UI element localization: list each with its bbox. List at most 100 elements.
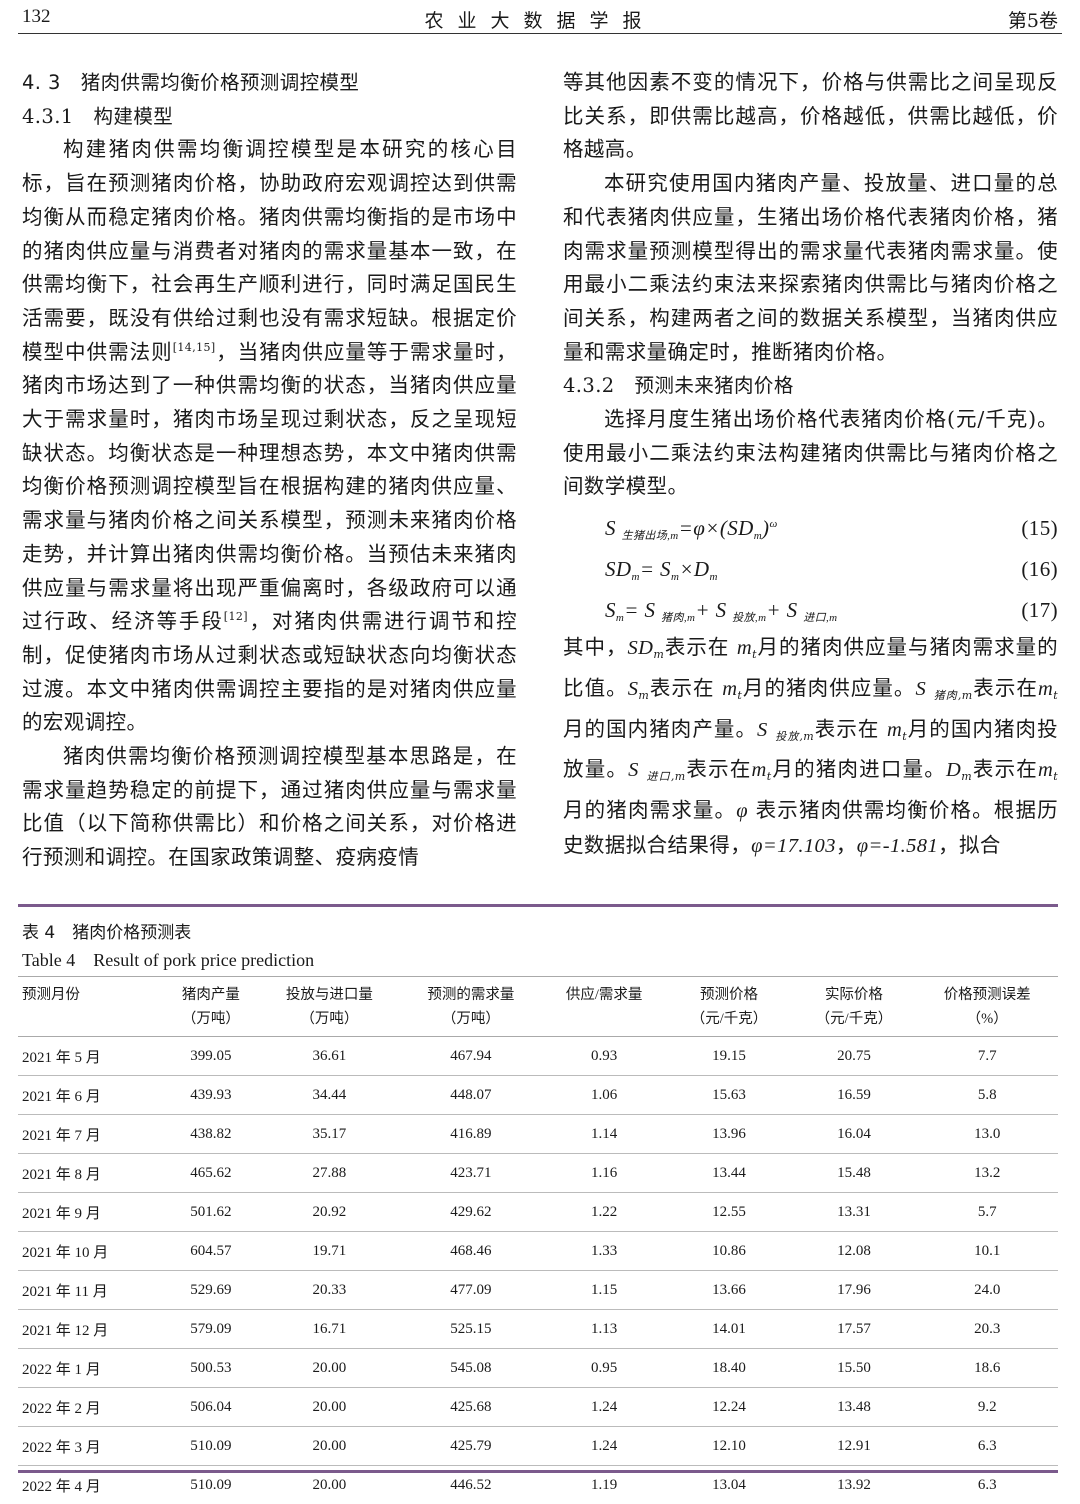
table-cell: 15.48: [791, 1154, 916, 1193]
table-cell: 20.00: [259, 1349, 401, 1388]
table-cell: 0.95: [542, 1349, 667, 1388]
table-cell: 17.96: [791, 1271, 916, 1310]
table-cell: 1.06: [542, 1076, 667, 1115]
table-cell: 13.31: [791, 1193, 916, 1232]
table-cell: 13.96: [667, 1115, 792, 1154]
table-cell: 465.62: [163, 1154, 258, 1193]
table-cell: 468.46: [400, 1232, 542, 1271]
table-cell: 2021 年 9 月: [18, 1193, 163, 1232]
paragraph: 其中，SDm表示在 mt月的猪肉供应量与猪肉需求量的比值。Sm表示在 mt月的猪…: [563, 631, 1058, 863]
section-heading-4-3: 4. 3 猪肉供需均衡价格预测调控模型: [22, 66, 517, 100]
table-cell: 18.40: [667, 1349, 792, 1388]
table-caption-cn: 表 4 猪肉价格预测表: [22, 918, 191, 943]
volume: 第5卷: [1008, 6, 1058, 33]
column-header: 预测月份: [18, 977, 163, 1037]
table-cell: 15.63: [667, 1076, 792, 1115]
table-cell: 1.33: [542, 1232, 667, 1271]
table-cell: 14.01: [667, 1310, 792, 1349]
table-cell: 16.71: [259, 1310, 401, 1349]
table-cell: 20.92: [259, 1193, 401, 1232]
table-cell: 15.50: [791, 1349, 916, 1388]
paragraph: 等其他因素不变的情况下，价格与供需比之间呈现反比关系，即供需比越高，价格越低，供…: [563, 66, 1058, 167]
table-cell: 12.55: [667, 1193, 792, 1232]
table-cell: 35.17: [259, 1115, 401, 1154]
equation-15: S 生猪出场,m=φ×(SDm)ω (15): [563, 508, 1058, 549]
table-cell: 1.15: [542, 1271, 667, 1310]
table-top-rule: [18, 904, 1058, 907]
table-cell: 13.0: [916, 1115, 1058, 1154]
paragraph: 本研究使用国内猪肉产量、投放量、进口量的总和代表猪肉供应量，生猪出场价格代表猪肉…: [563, 167, 1058, 369]
table-cell: 13.48: [791, 1388, 916, 1427]
table-cell: 439.93: [163, 1076, 258, 1115]
table-cell: 19.71: [259, 1232, 401, 1271]
table-cell: 16.04: [791, 1115, 916, 1154]
table-cell: 2021 年 11 月: [18, 1271, 163, 1310]
paragraph: 构建猪肉供需均衡调控模型是本研究的核心目标，旨在预测猪肉价格，协助政府宏观调控达…: [22, 133, 517, 740]
column-header: 实际价格（元/千克）: [791, 977, 916, 1037]
table-cell: 545.08: [400, 1349, 542, 1388]
right-column: 等其他因素不变的情况下，价格与供需比之间呈现反比关系，即供需比越高，价格越低，供…: [563, 66, 1058, 863]
table-cell: 506.04: [163, 1388, 258, 1427]
table-cell: 500.53: [163, 1349, 258, 1388]
table-cell: 12.08: [791, 1232, 916, 1271]
table-cell: 448.07: [400, 1076, 542, 1115]
table-cell: 12.24: [667, 1388, 792, 1427]
table-cell: 20.75: [791, 1037, 916, 1076]
citation[interactable]: [12]: [224, 610, 248, 623]
table-cell: 24.0: [916, 1271, 1058, 1310]
table-cell: 501.62: [163, 1193, 258, 1232]
table-cell: 20.3: [916, 1310, 1058, 1349]
table-cell: 1.22: [542, 1193, 667, 1232]
text: 构建猪肉供需均衡调控模型是本研究的核心目标，旨在预测猪肉价格，协助政府宏观调控达…: [22, 137, 517, 363]
table-caption-en: Table 4 Result of pork price prediction: [22, 946, 314, 972]
table-cell: 13.2: [916, 1154, 1058, 1193]
table-cell: 9.2: [916, 1388, 1058, 1427]
table-cell: 1.13: [542, 1310, 667, 1349]
column-header: 投放与进口量（万吨）: [259, 977, 401, 1037]
table-cell: 20.33: [259, 1271, 401, 1310]
table-cell: 16.59: [791, 1076, 916, 1115]
table-cell: 27.88: [259, 1154, 401, 1193]
table-cell: 399.05: [163, 1037, 258, 1076]
paragraph: 猪肉供需均衡价格预测调控模型基本思路是，在需求量趋势稳定的前提下，通过猪肉供应量…: [22, 740, 517, 875]
table-cell: 1.24: [542, 1427, 667, 1466]
table-cell: 438.82: [163, 1115, 258, 1154]
table-cell: 12.10: [667, 1427, 792, 1466]
column-header: 预测的需求量（万吨）: [400, 977, 542, 1037]
column-header: 猪肉产量（万吨）: [163, 977, 258, 1037]
column-header: 预测价格（元/千克）: [667, 977, 792, 1037]
table-cell: 2021 年 7 月: [18, 1115, 163, 1154]
table-cell: 510.09: [163, 1427, 258, 1466]
section-heading-4-3-2: 4.3.2 预测未来猪肉价格: [563, 369, 1058, 403]
table-header-row: 预测月份猪肉产量（万吨）投放与进口量（万吨）预测的需求量（万吨）供应/需求量预测…: [18, 977, 1058, 1037]
table-cell: 2022 年 1 月: [18, 1349, 163, 1388]
table-cell: 0.93: [542, 1037, 667, 1076]
table-cell: 2021 年 5 月: [18, 1037, 163, 1076]
table-cell: 5.8: [916, 1076, 1058, 1115]
table-cell: 2021 年 12 月: [18, 1310, 163, 1349]
table-cell: 36.61: [259, 1037, 401, 1076]
table-cell: 13.66: [667, 1271, 792, 1310]
table-cell: 2022 年 3 月: [18, 1427, 163, 1466]
header-rule: [18, 33, 1062, 34]
equation-number: (17): [1021, 590, 1058, 631]
equation-17: Sm= S 猪肉,m+ S 投放,m+ S 进口,m (17): [563, 590, 1058, 631]
table-cell: 34.44: [259, 1076, 401, 1115]
table-cell: 423.71: [400, 1154, 542, 1193]
table-cell: 6.3: [916, 1427, 1058, 1466]
citation[interactable]: [14,15]: [173, 341, 216, 354]
table-cell: 2021 年 8 月: [18, 1154, 163, 1193]
table-cell: 20.00: [259, 1388, 401, 1427]
table-cell: 7.7: [916, 1037, 1058, 1076]
column-header: 供应/需求量: [542, 977, 667, 1037]
equation-number: (15): [1021, 508, 1058, 549]
table-cell: 17.57: [791, 1310, 916, 1349]
